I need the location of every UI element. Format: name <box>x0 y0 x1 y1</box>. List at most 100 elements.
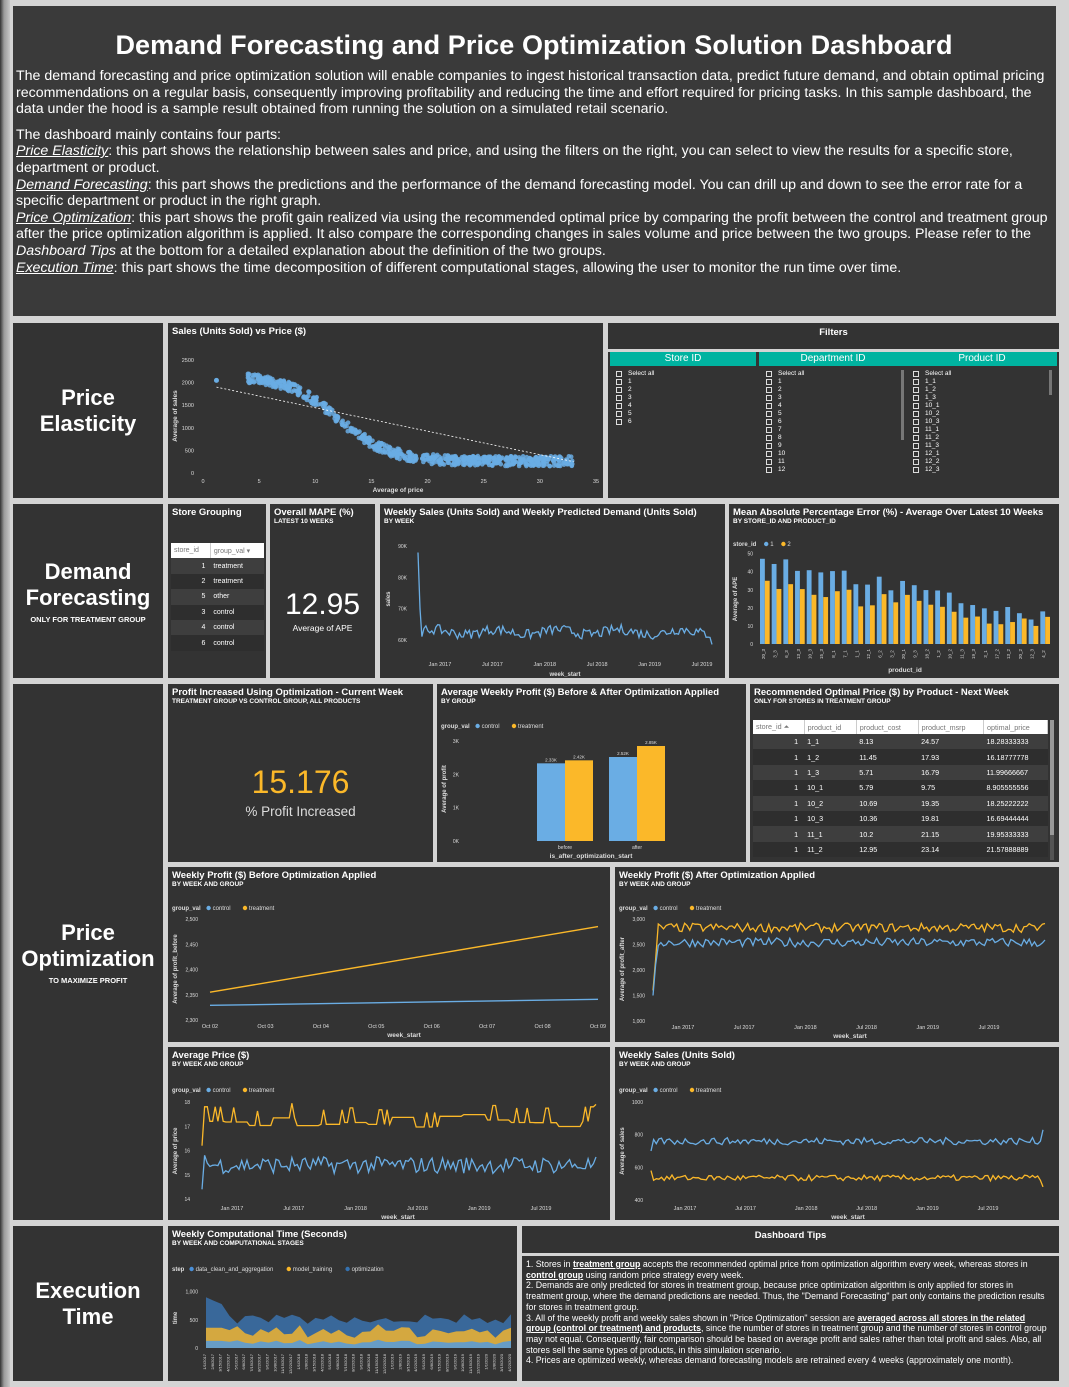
checkbox[interactable] <box>766 443 772 449</box>
scatter-point <box>361 432 366 438</box>
weekly-sales-pred-chart[interactable]: 60K 70K 80K 90K sales Jan 2017 Jul 2017 Jan 201… <box>380 504 725 678</box>
avg-profit-chart[interactable]: group_val control treatment0K1K2K3KAverage… <box>437 684 746 862</box>
checkbox[interactable] <box>616 387 622 393</box>
product-filter-scrollbar[interactable] <box>1049 370 1052 395</box>
col-header[interactable]: product_msrp <box>918 720 985 734</box>
checkbox[interactable] <box>616 371 622 377</box>
checkbox[interactable] <box>913 443 919 449</box>
comp-time-chart[interactable]: step data_clean_and_aggregation model_trai… <box>168 1226 517 1381</box>
filter-option[interactable]: 2 <box>766 386 804 394</box>
col-header[interactable]: store_id ⏶ <box>753 720 805 734</box>
checkbox[interactable] <box>766 387 772 393</box>
col-header[interactable]: store_id <box>171 543 211 559</box>
checkbox[interactable] <box>766 379 772 385</box>
x-tick-label: 10 <box>312 479 318 485</box>
filter-option[interactable]: 1_1 <box>913 378 951 386</box>
weekly-sales-chart[interactable]: group_val control treatment 400 600 800 1000 Av… <box>615 1047 1059 1220</box>
filter-option[interactable]: 4 <box>766 402 804 410</box>
checkbox[interactable] <box>766 467 772 473</box>
y-tick-label: 10 <box>747 624 753 630</box>
checkbox[interactable] <box>913 419 919 425</box>
checkbox[interactable] <box>766 411 772 417</box>
col-header[interactable]: optimal_price <box>983 720 1048 734</box>
filter-option[interactable]: Select all <box>766 370 804 378</box>
filter-option[interactable]: 11 <box>766 458 804 466</box>
filter-option[interactable]: 1_3 <box>913 394 951 402</box>
checkbox[interactable] <box>913 379 919 385</box>
filter-option[interactable]: 6 <box>616 418 654 426</box>
filter-option[interactable]: 5 <box>616 410 654 418</box>
checkbox[interactable] <box>766 371 772 377</box>
filter-option[interactable]: 1 <box>766 378 804 386</box>
col-header[interactable]: product_cost <box>856 720 919 734</box>
checkbox[interactable] <box>766 403 772 409</box>
filter-option[interactable]: 2 <box>616 386 654 394</box>
col-header[interactable]: group_val ▾ <box>210 543 264 559</box>
profit-after-chart[interactable]: group_val control treatment 1,000 1,500 2,000… <box>615 867 1059 1042</box>
filter-option[interactable]: 7 <box>766 426 804 434</box>
scatter-panel: Sales (Units Sold) vs Price ($) 0 500 1000… <box>168 323 603 498</box>
checkbox[interactable] <box>913 387 919 393</box>
mape-bar-store-1 <box>923 590 929 644</box>
checkbox[interactable] <box>616 411 622 417</box>
mape-kpi-panel: Overall MAPE (%) LATEST 10 WEEKS 12.95 A… <box>270 504 375 678</box>
col-header[interactable]: product_id <box>804 720 857 734</box>
x-tick-label: 11/15/2019 <box>468 1353 473 1373</box>
filter-option[interactable]: 1 <box>616 378 654 386</box>
filter-option[interactable]: 10 <box>766 450 804 458</box>
checkbox[interactable] <box>913 435 919 441</box>
filter-option[interactable]: 12 <box>766 466 804 474</box>
checkbox[interactable] <box>766 395 772 401</box>
checkbox[interactable] <box>616 403 622 409</box>
filter-option[interactable]: 10_3 <box>913 418 951 426</box>
filter-option[interactable]: 12_1 <box>913 450 951 458</box>
checkbox[interactable] <box>766 419 772 425</box>
x-tick-label: 17_2 <box>994 648 999 659</box>
checkbox[interactable] <box>913 403 919 409</box>
checkbox[interactable] <box>913 459 919 465</box>
filter-option[interactable]: 12_3 <box>913 466 951 474</box>
checkbox[interactable] <box>766 435 772 441</box>
checkbox[interactable] <box>766 427 772 433</box>
profit-before-chart[interactable]: group_val control treatment 2,300 2,350 2,400… <box>168 867 610 1042</box>
filter-option[interactable]: 6 <box>766 418 804 426</box>
filter-option[interactable]: 10_2 <box>913 410 951 418</box>
filter-option[interactable]: 5 <box>766 410 804 418</box>
checkbox[interactable] <box>766 451 772 457</box>
filter-option[interactable]: 3 <box>766 394 804 402</box>
filter-option[interactable]: Select all <box>616 370 654 378</box>
filter-option[interactable]: 4 <box>616 402 654 410</box>
filter-option[interactable]: 10_1 <box>913 402 951 410</box>
checkbox[interactable] <box>913 371 919 377</box>
checkbox[interactable] <box>616 379 622 385</box>
filter-option[interactable]: 9 <box>766 442 804 450</box>
filter-option[interactable]: 3 <box>616 394 654 402</box>
department-filter-scrollbar[interactable] <box>901 370 904 440</box>
checkbox[interactable] <box>913 395 919 401</box>
filter-option[interactable]: 11_1 <box>913 426 951 434</box>
checkbox[interactable] <box>913 427 919 433</box>
scatter-chart[interactable]: 0 500 1000 1500 2000 2500 0 5 10 15 20 25 30 35 Averag… <box>168 323 603 498</box>
filter-option[interactable]: 11_3 <box>913 442 951 450</box>
x-tick-label: Jul 2019 <box>692 662 713 668</box>
window-scrollbar[interactable] <box>0 0 10 1387</box>
checkbox[interactable] <box>616 395 622 401</box>
filter-option[interactable]: 1_2 <box>913 386 951 394</box>
filter-option[interactable]: 11_2 <box>913 434 951 442</box>
checkbox[interactable] <box>913 451 919 457</box>
y-tick-label: 40 <box>747 570 753 576</box>
filter-option[interactable]: Select all <box>913 370 951 378</box>
checkbox[interactable] <box>913 467 919 473</box>
table-scrollbar[interactable] <box>1050 720 1054 860</box>
filter-option[interactable]: 8 <box>766 434 804 442</box>
intro-text: The demand forecasting and price optimiz… <box>16 68 1045 118</box>
mape-bar-store-2 <box>905 594 910 644</box>
filter-option[interactable]: 12_2 <box>913 458 951 466</box>
avg-price-chart[interactable]: group_val control treatment1415161718Avera… <box>168 1047 610 1220</box>
checkbox[interactable] <box>616 419 622 425</box>
filter-option-label: 5 <box>628 410 632 417</box>
checkbox[interactable] <box>913 411 919 417</box>
checkbox[interactable] <box>766 459 772 465</box>
optimal-price-table: store_id ⏶ product_id product_cost product_… <box>753 720 1048 858</box>
